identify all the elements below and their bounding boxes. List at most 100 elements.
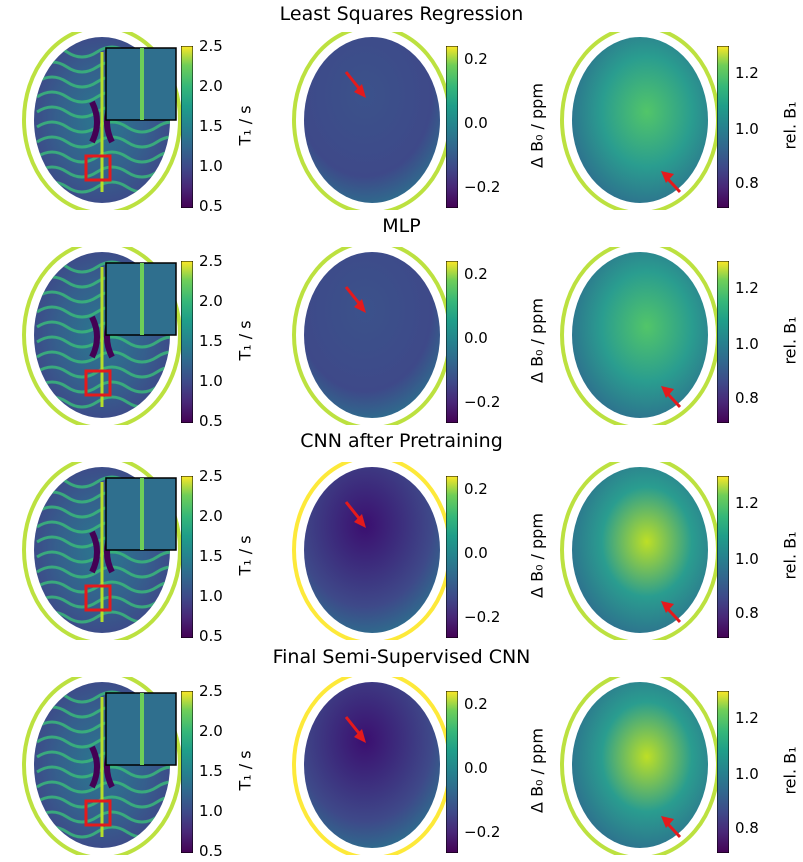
red-arrow-head — [354, 514, 366, 528]
b1-colorbar-tick: 1.0 — [735, 120, 759, 138]
t1-map-panel — [22, 677, 182, 855]
skull-gap — [564, 247, 716, 425]
b1-colorbar-tick: 1.2 — [735, 494, 759, 512]
b0-colorbar-tick: −0.2 — [464, 178, 501, 196]
red-arrow-head — [661, 601, 674, 613]
b0-colorbar-tick: −0.2 — [464, 393, 501, 411]
b1-brain-map — [572, 682, 708, 848]
t1-colorbar-label: T₁ / s — [235, 535, 255, 576]
skull-rim — [22, 462, 182, 640]
skull-gap — [564, 677, 716, 855]
b1-colorbar-tick: 0.8 — [735, 389, 759, 407]
b0-brain-map — [304, 467, 440, 633]
skull-rim — [22, 247, 182, 425]
t1-map-panel — [22, 247, 182, 425]
b0-colorbar-tick: 0.2 — [464, 480, 488, 498]
b1-colorbar — [717, 261, 729, 423]
b0-colorbar-tick: 0.0 — [464, 114, 488, 132]
b0-colorbar — [446, 476, 458, 638]
t1-colorbar-tick: 2.5 — [199, 252, 223, 270]
zoom-region-box — [84, 154, 112, 182]
b1-map-panel — [560, 677, 720, 855]
b1-colorbar — [717, 46, 729, 208]
t1-colorbar-tick: 2.5 — [199, 37, 223, 55]
b1-colorbar — [717, 691, 729, 853]
t1-colorbar-tick: 1.0 — [199, 372, 223, 390]
b1-map-panel — [560, 462, 720, 640]
row-title: CNN after Pretraining — [300, 430, 503, 452]
t1-colorbar-tick: 1.0 — [199, 802, 223, 820]
zoom-region-box — [84, 799, 112, 827]
t1-colorbar-label: T₁ / s — [235, 320, 255, 361]
t1-colorbar-tick: 2.5 — [199, 467, 223, 485]
red-arrow-head — [661, 171, 674, 183]
b0-map-panel — [292, 247, 452, 425]
b1-map-panel — [560, 247, 720, 425]
red-arrow-head — [354, 729, 366, 743]
b0-colorbar-tick: 0.0 — [464, 329, 488, 347]
b1-brain-map — [572, 467, 708, 633]
b0-brain-map — [304, 682, 440, 848]
b1-colorbar-tick: 1.0 — [735, 335, 759, 353]
t1-colorbar — [181, 261, 193, 423]
t1-colorbar-tick: 0.5 — [199, 197, 223, 215]
row-title: MLP — [382, 215, 421, 237]
t1-colorbar-tick: 0.5 — [199, 627, 223, 645]
b0-colorbar-tick: −0.2 — [464, 608, 501, 626]
b0-colorbar-tick: 0.0 — [464, 544, 488, 562]
b0-brain-map — [304, 37, 440, 203]
skull-rim — [22, 32, 182, 210]
b0-colorbar-tick: 0.2 — [464, 265, 488, 283]
b0-colorbar — [446, 691, 458, 853]
b1-colorbar — [717, 476, 729, 638]
zoom-region-box — [84, 584, 112, 612]
red-arrow-head — [354, 299, 366, 313]
t1-colorbar — [181, 476, 193, 638]
b0-map-panel — [292, 32, 452, 210]
red-arrow-head — [661, 386, 674, 398]
b1-colorbar-tick: 1.2 — [735, 279, 759, 297]
t1-colorbar-label: T₁ / s — [235, 105, 255, 146]
b0-colorbar-label: Δ B₀ / ppm — [527, 298, 547, 383]
b0-brain-map — [304, 252, 440, 418]
b1-colorbar-label: rel. B₁ — [780, 101, 800, 150]
t1-colorbar-tick: 1.5 — [199, 547, 223, 565]
t1-colorbar-tick: 2.0 — [199, 292, 223, 310]
b1-colorbar-tick: 0.8 — [735, 604, 759, 622]
b1-colorbar-label: rel. B₁ — [780, 316, 800, 365]
t1-colorbar-tick: 1.0 — [199, 157, 223, 175]
red-arrow-head — [354, 84, 366, 98]
b0-colorbar-label: Δ B₀ / ppm — [527, 513, 547, 598]
t1-colorbar — [181, 46, 193, 208]
b1-brain-map — [572, 252, 708, 418]
t1-colorbar-tick: 1.0 — [199, 587, 223, 605]
t1-colorbar-tick: 2.0 — [199, 77, 223, 95]
b0-colorbar-tick: 0.2 — [464, 695, 488, 713]
b0-colorbar — [446, 261, 458, 423]
b0-map-panel — [292, 462, 452, 640]
skull-gap — [564, 462, 716, 640]
t1-colorbar-label: T₁ / s — [235, 750, 255, 791]
zoom-region-box — [84, 369, 112, 397]
b0-map-panel — [292, 677, 452, 855]
t1-colorbar-tick: 2.5 — [199, 682, 223, 700]
skull-gap — [564, 32, 716, 210]
t1-colorbar-tick: 2.0 — [199, 722, 223, 740]
b1-colorbar-tick: 1.2 — [735, 709, 759, 727]
skull-rim — [22, 677, 182, 855]
red-arrow-head — [661, 816, 674, 828]
b1-colorbar-tick: 0.8 — [735, 174, 759, 192]
b0-colorbar — [446, 46, 458, 208]
t1-colorbar-tick: 0.5 — [199, 412, 223, 430]
row-title: Least Squares Regression — [279, 3, 524, 25]
t1-colorbar-tick: 0.5 — [199, 842, 223, 860]
b1-colorbar-label: rel. B₁ — [780, 531, 800, 580]
t1-colorbar — [181, 691, 193, 853]
row-title: Final Semi-Supervised CNN — [272, 646, 531, 668]
b0-colorbar-label: Δ B₀ / ppm — [527, 83, 547, 168]
b1-colorbar-tick: 0.8 — [735, 819, 759, 837]
b0-colorbar-label: Δ B₀ / ppm — [527, 728, 547, 813]
b1-colorbar-tick: 1.2 — [735, 64, 759, 82]
t1-map-panel — [22, 462, 182, 640]
